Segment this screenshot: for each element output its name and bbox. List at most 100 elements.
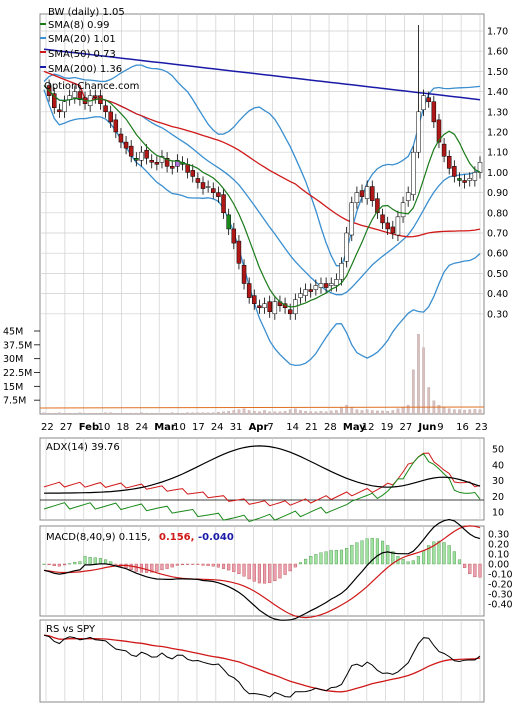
macd-hist-bar (165, 563, 169, 569)
ticker-label: BW (daily) 1.05 (48, 7, 125, 18)
price-y-tick: 0.30 (487, 309, 508, 320)
macd-hist-bar (180, 563, 185, 565)
macd-hist-bar (232, 563, 236, 572)
macd-hist-bar (78, 561, 82, 565)
candle-body (118, 133, 124, 143)
volume-bar (293, 408, 297, 415)
macd-hist-bar (324, 551, 328, 565)
macd-hist-bar (221, 563, 226, 569)
bollinger-upper-line (43, 64, 481, 267)
x-tick-label: 27 (400, 422, 413, 433)
volume-bar (201, 412, 205, 415)
x-tick-label: Jun (417, 422, 436, 433)
x-tick-label: 7 (267, 422, 273, 433)
candle-body (236, 240, 242, 264)
volume-bar (119, 412, 123, 415)
volume-y-axis: 45M 37.5M 30M 22.5M 15M 7.5M (3, 327, 40, 407)
volume-bar (68, 412, 71, 415)
volume-bar (391, 410, 395, 415)
volume-bar (478, 409, 482, 415)
macd-hist-bar (201, 563, 205, 566)
candle-body (241, 265, 247, 284)
volume-bar (309, 411, 313, 415)
volume-bar (288, 409, 292, 415)
candle-body (190, 170, 196, 177)
macd-hist-bar (478, 563, 482, 578)
macd-hist-bar (427, 545, 431, 565)
sma200-line (43, 48, 481, 101)
candle-body (380, 214, 385, 224)
volume-bar (73, 412, 77, 415)
x-tick-label: 27 (60, 422, 73, 433)
volume-bar (345, 404, 348, 415)
volume-bar (124, 412, 128, 415)
volume-bar (47, 412, 51, 415)
candle-body (134, 158, 139, 161)
macd-panel (39, 525, 485, 617)
legend-swatch-sma20 (40, 37, 46, 39)
macd-hist-bar (288, 563, 292, 572)
volume-bar (386, 411, 390, 415)
volume-bar (170, 412, 174, 415)
candle-body (164, 158, 170, 167)
candle-body (354, 192, 360, 203)
candle-body (395, 216, 401, 236)
volume-bar (196, 412, 200, 415)
candle-body (267, 301, 272, 313)
sma8-line (43, 85, 481, 308)
macd-y-tick: -0.40 (488, 600, 513, 611)
volume-bar (381, 410, 384, 415)
candle-body (123, 141, 129, 149)
volume-bar (109, 412, 113, 415)
macd-hist-bar (350, 545, 354, 565)
candle-body (205, 186, 211, 188)
x-tick-label: 14 (286, 422, 299, 433)
x-tick-label: Mar (154, 422, 176, 433)
macd-y-axis: 0.300.200.100.00-0.10-0.20-0.30-0.40 (488, 530, 513, 611)
sma50-line (43, 70, 481, 238)
volume-bar (463, 409, 466, 415)
bollinger-lower-line (43, 89, 481, 367)
candle-body (128, 145, 134, 157)
price-candles (46, 24, 483, 320)
macd-hist-bar (283, 563, 287, 575)
volume-bar (114, 412, 118, 415)
macd-y-tick: 0.00 (488, 560, 509, 571)
volume-bar (304, 411, 307, 415)
volume-bar (129, 412, 133, 415)
legend-sma8: SMA(8) 0.99 (48, 20, 109, 31)
volume-bar (83, 412, 87, 415)
macd-y-tick: 0.10 (488, 550, 509, 561)
rs-label: RS vs SPY (46, 624, 96, 635)
macd-hist-bar (186, 563, 190, 565)
volume-bar (52, 412, 56, 415)
volume-bar (370, 410, 374, 415)
candle-body (452, 166, 457, 177)
volume-bar (268, 411, 272, 415)
x-tick-label: 12 (362, 422, 375, 433)
candle-body (216, 192, 221, 197)
candle-body (411, 151, 416, 195)
macd-hist-bar (150, 563, 154, 573)
macd-hist-bar (175, 563, 179, 566)
macd-hist-bar (73, 562, 77, 565)
price-y-tick: 0.60 (487, 249, 508, 260)
candle-body (416, 111, 421, 153)
candle-body (334, 279, 339, 286)
candle-body (211, 188, 216, 193)
price-y-tick: 1.10 (487, 148, 508, 159)
volume-bar (355, 409, 359, 415)
macd-hist-bar (68, 563, 72, 565)
macd-hist-bar (206, 563, 210, 566)
macd-y-tick: -0.30 (488, 590, 513, 601)
macd-hist-bar (47, 563, 51, 565)
x-tick-label: 10 (98, 422, 111, 433)
macd-hist-bar (329, 550, 333, 565)
volume-bar (437, 404, 441, 415)
macd-hist-value: -0.040 (198, 532, 234, 543)
macd-hist-bar (457, 559, 462, 565)
volume-bar (165, 412, 169, 415)
macd-hist-bar (442, 542, 446, 565)
macd-hist-bar (432, 541, 436, 565)
